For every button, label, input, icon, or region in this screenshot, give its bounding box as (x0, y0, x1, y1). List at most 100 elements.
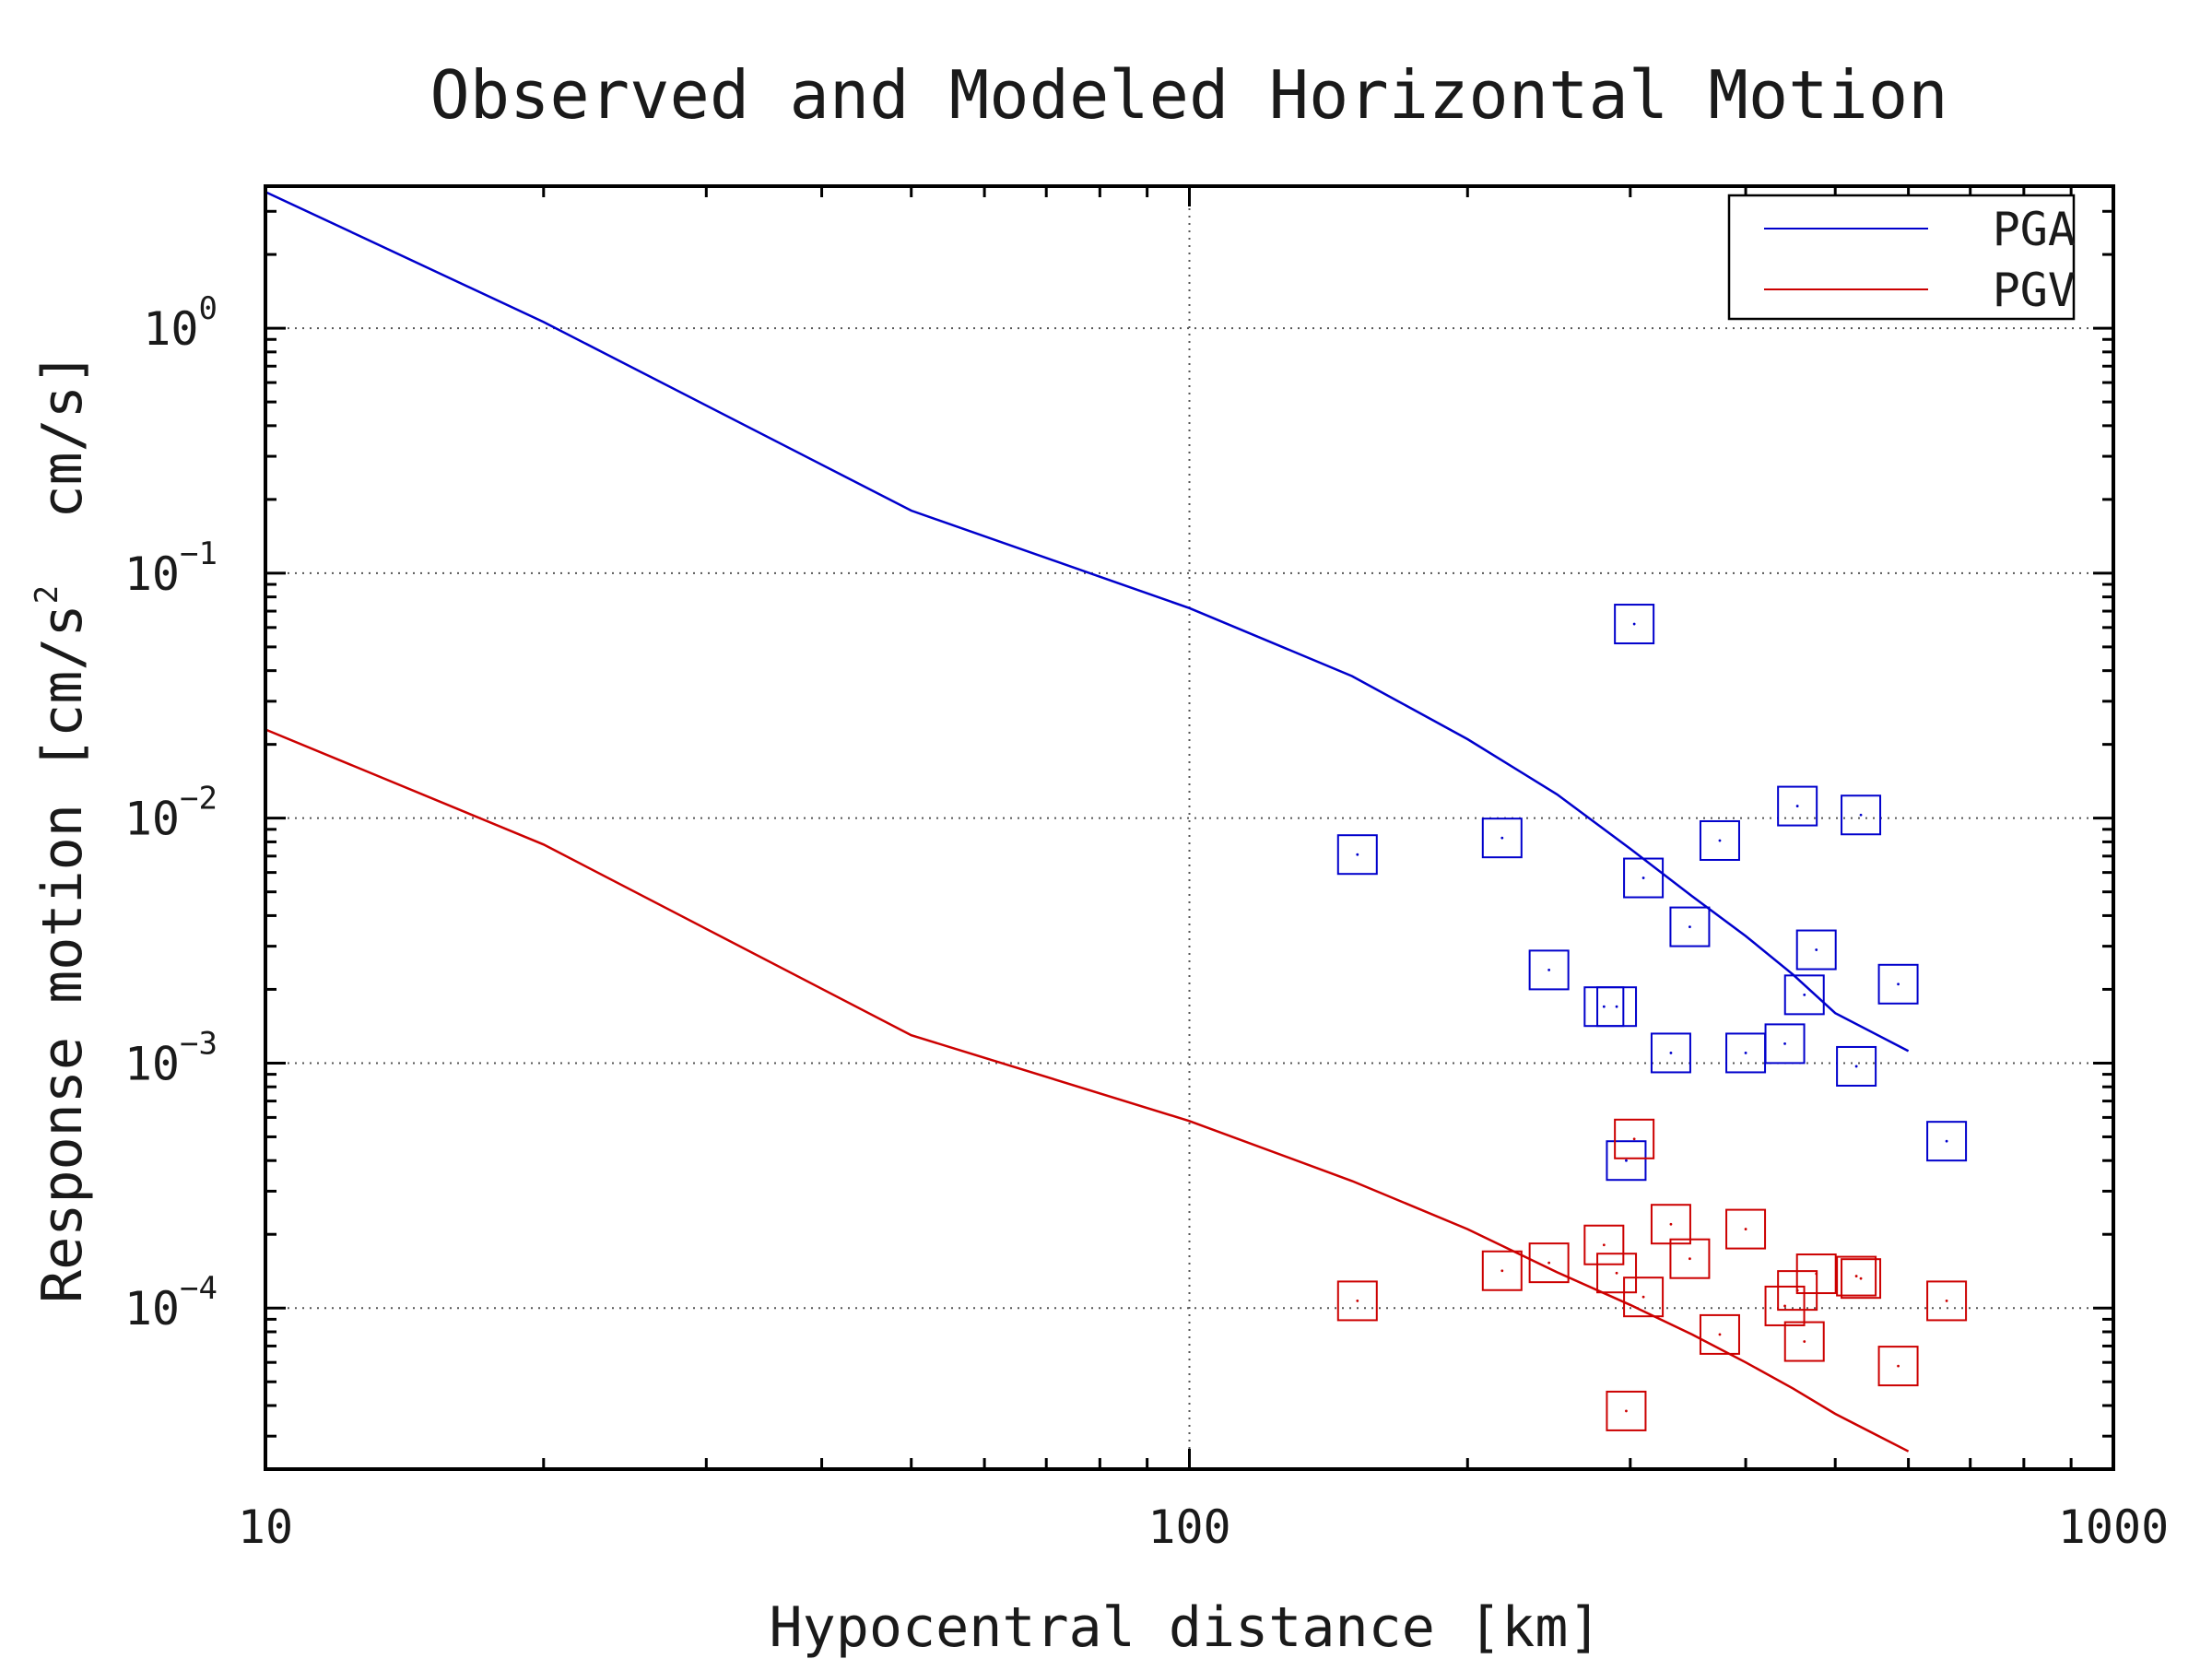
marker-pga-observed (1926, 1121, 1968, 1162)
y-tick-base: 10 (124, 547, 180, 601)
marker-pga-observed (1623, 857, 1665, 899)
marker-pgv-observed (1926, 1280, 1968, 1322)
marker-pga-observed (1877, 963, 1919, 1005)
marker-dot-pgv-observed (1547, 1261, 1551, 1265)
legend-label-pgv: PGV (1993, 264, 2076, 317)
y-axis-label-main: Response motion [cm/s (30, 604, 95, 1303)
x-axis-label: Hypocentral distance [km] (769, 1595, 1601, 1659)
marker-pgv-observed (1669, 1238, 1711, 1279)
marker-pga-observed (1669, 906, 1711, 947)
y-tick-label: 10−4 (124, 1270, 218, 1335)
marker-dot-pga-observed (1803, 993, 1806, 996)
y-tick-exponent: −3 (180, 1025, 218, 1062)
x-tick-label: 10 (238, 1500, 293, 1554)
marker-dot-pgv-observed (1744, 1228, 1747, 1230)
marker-dot-pgv-observed (1897, 1364, 1900, 1368)
y-tick-exponent: −4 (180, 1270, 218, 1307)
marker-dot-pga-observed (1783, 1041, 1786, 1045)
marker-pga-observed (1699, 819, 1740, 861)
y-tick-exponent: −1 (180, 535, 218, 572)
marker-dot-pga-observed (1815, 948, 1818, 951)
marker-dot-pga-observed (1625, 1159, 1628, 1162)
y-axis-label-superscript: 2 (29, 585, 65, 604)
marker-pgv-observed (1877, 1346, 1919, 1387)
marker-pgv-observed (1528, 1242, 1570, 1284)
marker-pgv-observed (1623, 1277, 1665, 1318)
marker-dot-pga-observed (1547, 968, 1551, 971)
marker-pgv-observed (1481, 1250, 1523, 1291)
legend-label-pga: PGA (1993, 203, 2076, 256)
marker-dot-pga-observed (1688, 925, 1691, 928)
marker-pga-observed (1841, 794, 1882, 836)
marker-dot-pgv-observed (1718, 1333, 1722, 1336)
marker-dot-pgv-observed (1783, 1304, 1786, 1308)
legend-box (1727, 194, 2076, 321)
marker-pga-observed (1596, 986, 1638, 1028)
marker-pgv-observed (1699, 1313, 1740, 1355)
marker-dot-pga-observed (1669, 1052, 1673, 1054)
y-tick-exponent: 0 (199, 290, 218, 327)
marker-dot-pga-observed (1615, 1005, 1618, 1008)
y-tick-base: 10 (124, 1282, 180, 1335)
y-axis-label: Response motion [cm/s2 cm/s] (29, 352, 95, 1303)
marker-pga-observed (1336, 834, 1378, 876)
series-layer (265, 191, 1968, 1453)
marker-dot-pga-observed (1602, 1005, 1606, 1008)
plot-frame (264, 184, 2115, 1471)
marker-dot-pga-observed (1744, 1052, 1747, 1054)
series-line-pgv (265, 728, 1910, 1453)
y-tick-label: 10−1 (124, 535, 218, 601)
marker-dot-pga-observed (1641, 877, 1645, 879)
series-line-pga (265, 191, 1910, 1053)
marker-pga-observed (1795, 929, 1837, 971)
marker-pgv-observed (1583, 1224, 1625, 1265)
marker-pgv-observed (1596, 1253, 1638, 1294)
marker-dot-pga-observed (1859, 813, 1863, 817)
legend: PGA PGV (1727, 194, 2076, 321)
marker-pga-observed (1783, 974, 1825, 1016)
y-tick-label: 100 (143, 290, 218, 356)
marker-pgv-observed (1795, 1253, 1837, 1295)
marker-pga-observed (1650, 1032, 1691, 1074)
marker-pgv-observed (1606, 1390, 1647, 1431)
grid-lines (265, 186, 2113, 1469)
chart-title: Observed and Modeled Horizontal Motion (429, 56, 1947, 134)
marker-dot-pgv-observed (1815, 1272, 1818, 1276)
marker-dot-pgv-observed (1500, 1269, 1504, 1273)
marker-dot-pgv-observed (1615, 1271, 1618, 1275)
x-tick-label: 100 (1147, 1500, 1230, 1554)
marker-dot-pgv-observed (1859, 1277, 1863, 1280)
marker-pga-observed (1606, 1140, 1647, 1182)
y-tick-base: 10 (143, 302, 198, 356)
marker-pgv-observed (1614, 1118, 1655, 1159)
marker-dot-pga-observed (1632, 622, 1636, 626)
marker-pgv-observed (1841, 1258, 1882, 1300)
y-axis-label-tail: cm/s] (30, 352, 95, 585)
marker-dot-pga-observed (1795, 805, 1799, 807)
marker-dot-pga-observed (1897, 982, 1900, 986)
marker-dot-pgv-observed (1356, 1300, 1359, 1302)
marker-dot-pgv-observed (1625, 1409, 1628, 1413)
marker-dot-pga-observed (1945, 1139, 1948, 1143)
marker-pga-observed (1614, 604, 1655, 645)
marker-pgv-observed (1836, 1255, 1877, 1297)
x-tick-label: 1000 (2058, 1500, 2169, 1554)
marker-dot-pgv-observed (1945, 1300, 1948, 1302)
marker-pga-observed (1481, 818, 1523, 859)
marker-dot-pgv-observed (1803, 1340, 1806, 1343)
marker-pgv-observed (1725, 1208, 1767, 1250)
marker-dot-pga-observed (1500, 836, 1504, 840)
marker-pga-observed (1764, 1023, 1806, 1065)
y-tick-exponent: −2 (180, 781, 218, 818)
y-tick-base: 10 (124, 1037, 180, 1090)
marker-dot-pga-observed (1718, 839, 1722, 842)
marker-pgv-observed (1336, 1280, 1378, 1322)
marker-dot-pga-observed (1356, 853, 1359, 856)
marker-pga-observed (1777, 785, 1818, 827)
marker-dot-pgv-observed (1854, 1275, 1858, 1277)
marker-dot-pgv-observed (1632, 1137, 1636, 1141)
marker-pgv-observed (1783, 1321, 1825, 1362)
marker-dot-pga-observed (1854, 1065, 1858, 1068)
